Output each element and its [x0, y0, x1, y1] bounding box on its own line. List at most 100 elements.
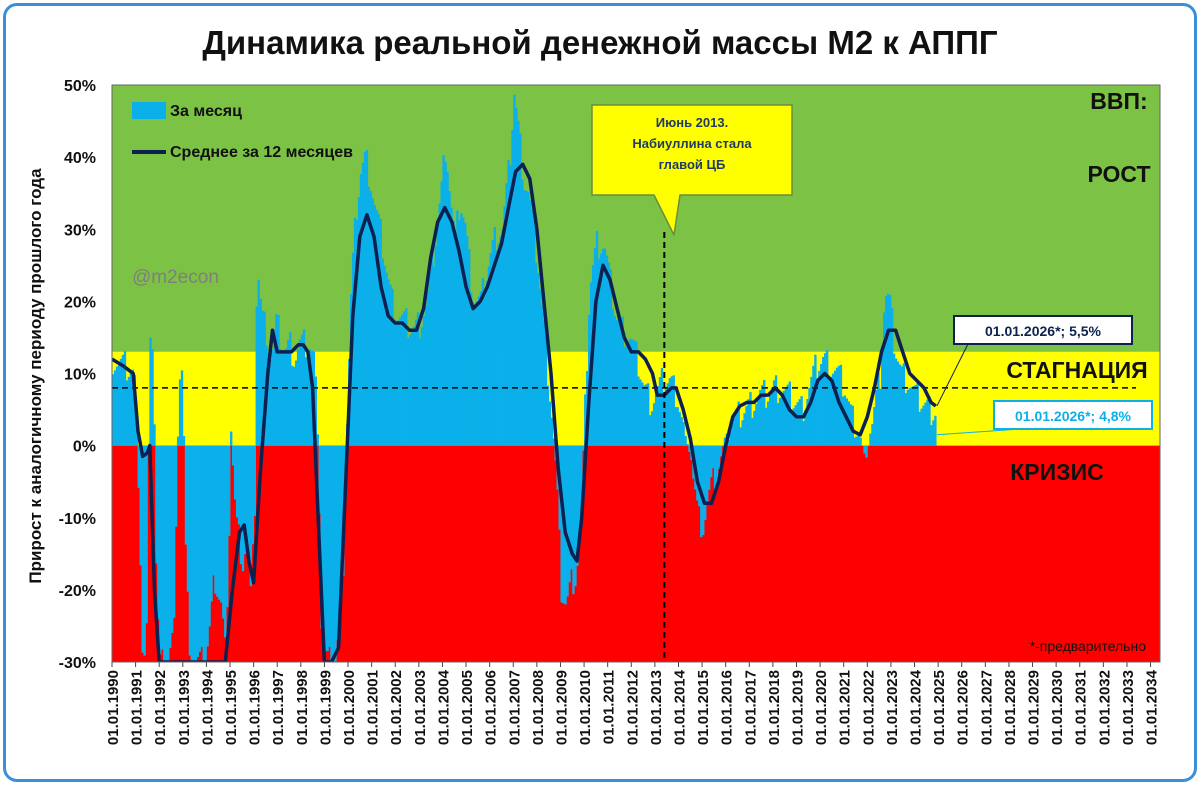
bar-50: [210, 445, 213, 602]
bar-237: [578, 445, 581, 543]
bar-166: [438, 203, 441, 446]
bar-63: [235, 445, 239, 518]
bar-319: [739, 427, 742, 446]
bar-174: [454, 233, 457, 446]
bar-367: [833, 370, 837, 446]
bar-334: [768, 394, 772, 446]
bar-13: [137, 445, 140, 488]
y-tick-label-5: 0%: [73, 439, 96, 456]
data-label-avg-box: [953, 315, 1133, 345]
bar-107: [322, 445, 325, 652]
bar-216: [536, 272, 540, 446]
footnote: *-предварительно: [1030, 638, 1147, 654]
x-tick-label-18: 01.01.2008: [530, 670, 547, 745]
bar-231: [566, 445, 569, 597]
bar-30: [171, 445, 174, 633]
bar-34: [178, 379, 182, 446]
chart-frame: Динамика реальной денежной массы М2 к АП…: [3, 3, 1197, 782]
bar-252: [607, 262, 611, 446]
x-tick-label-38: 01.01.2028: [1002, 670, 1019, 745]
bar-394: [886, 293, 890, 446]
bar-255: [613, 316, 616, 446]
bar-20: [151, 349, 154, 446]
bar-341: [782, 390, 786, 446]
bar-54: [218, 445, 221, 600]
x-tick-label-37: 01.01.2027: [978, 670, 995, 745]
bar-335: [770, 387, 774, 446]
bar-395: [888, 294, 892, 446]
bar-35: [180, 370, 184, 446]
bar-146: [399, 317, 402, 446]
bar-416: [930, 425, 933, 446]
bar-172: [450, 207, 453, 446]
bar-23: [157, 445, 160, 620]
x-tick-label-27: 01.01.2017: [742, 670, 759, 745]
x-tick-label-4: 01.01.1994: [199, 669, 216, 745]
bar-411: [920, 408, 923, 446]
bar-84: [277, 315, 280, 446]
x-tick-label-39: 01.01.2029: [1026, 670, 1043, 745]
bar-110: [328, 445, 331, 647]
plot-border: [111, 84, 1161, 663]
bar-300: [702, 445, 705, 536]
bar-332: [765, 407, 768, 446]
x-tick-label-34: 01.01.2024: [908, 669, 925, 745]
bar-406: [910, 387, 913, 446]
plot-area: [112, 94, 1136, 662]
bar-148: [403, 311, 406, 446]
bar-128: [363, 151, 367, 446]
bar-220: [544, 336, 548, 446]
x-tick-label-30: 01.01.2020: [813, 670, 830, 745]
bar-280: [662, 393, 666, 446]
bar-195: [495, 250, 498, 446]
bar-188: [481, 278, 485, 446]
bar-51: [212, 445, 215, 576]
bar-198: [501, 229, 504, 446]
bar-212: [528, 200, 532, 446]
zone-label-stagnation: СТАГНАЦИЯ: [1006, 357, 1147, 383]
bar-160: [426, 290, 430, 446]
bar-234: [572, 445, 575, 595]
legend-label-line: Среднее за 12 месяцев: [170, 144, 353, 161]
bar-70: [249, 445, 253, 587]
bar-24: [159, 445, 162, 655]
bar-218: [540, 304, 544, 446]
bar-281: [664, 388, 668, 446]
bar-326: [753, 410, 756, 446]
bar-100: [308, 349, 312, 446]
bar-363: [826, 350, 829, 446]
bar-126: [359, 174, 363, 446]
bar-382: [863, 445, 866, 454]
x-tick-label-31: 01.01.2021: [837, 670, 854, 745]
bar-393: [885, 295, 888, 446]
x-tick-label-22: 01.01.2012: [624, 670, 641, 745]
bar-184: [473, 306, 477, 446]
bar-346: [792, 408, 795, 446]
watermark: @m2econ: [132, 267, 219, 288]
bar-116: [340, 445, 343, 599]
bar-162: [430, 252, 434, 446]
bar-288: [678, 412, 681, 446]
bar-179: [464, 223, 467, 446]
data-label-month-text: 01.01.2026*; 4,8%: [1015, 408, 1132, 424]
bar-59: [228, 445, 231, 536]
bar-135: [377, 213, 380, 446]
bar-325: [751, 417, 754, 446]
x-tick-label-33: 01.01.2023: [884, 670, 901, 745]
x-tick-label-42: 01.01.2032: [1096, 670, 1113, 745]
bar-181: [468, 249, 471, 446]
bar-399: [896, 361, 900, 446]
x-tick-label-12: 01.01.2002: [388, 670, 405, 745]
bar-278: [658, 377, 662, 446]
bar-418: [934, 415, 937, 446]
bar-192: [489, 253, 493, 446]
bar-304: [709, 445, 713, 478]
bar-215: [534, 262, 538, 446]
bar-284: [670, 376, 673, 446]
bar-224: [552, 438, 555, 446]
x-tick-label-41: 01.01.2031: [1073, 670, 1090, 745]
bar-3: [117, 362, 121, 446]
bar-287: [676, 407, 679, 446]
bar-171: [448, 191, 451, 446]
bar-223: [550, 417, 554, 446]
